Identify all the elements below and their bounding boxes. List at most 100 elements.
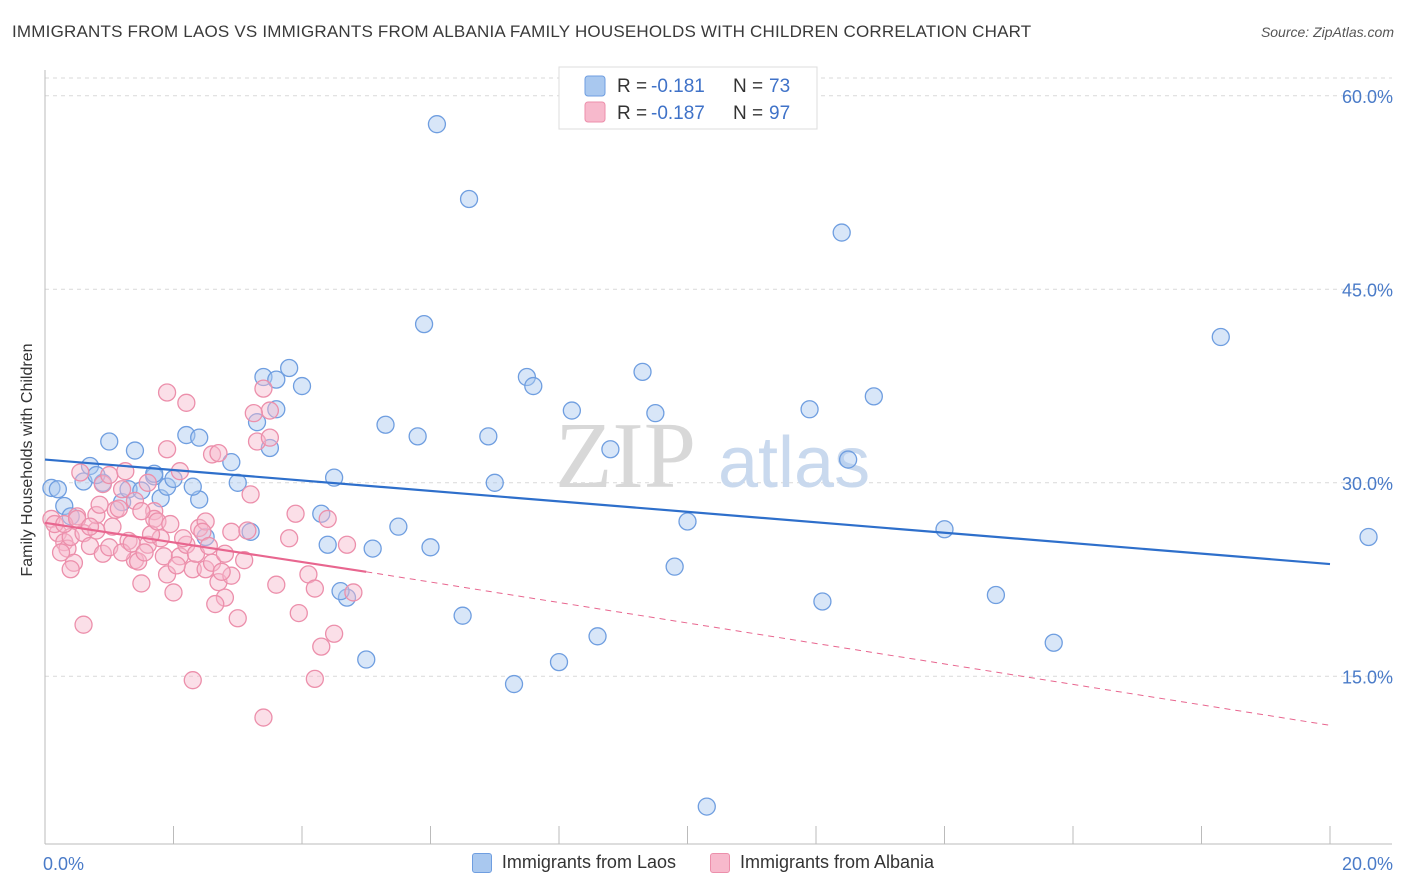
data-point <box>665 557 684 576</box>
data-point <box>363 539 382 558</box>
data-point <box>161 514 180 534</box>
data-point <box>93 474 112 494</box>
legend-n-label-laos: N = <box>733 76 763 97</box>
data-point <box>286 504 305 523</box>
trend-line-laos <box>44 458 1331 566</box>
data-point <box>479 427 498 446</box>
y-tick-label: 45.0% <box>1342 280 1393 300</box>
bottom-legend-swatch-laos <box>471 852 492 873</box>
data-point <box>633 362 652 382</box>
data-point <box>935 520 954 539</box>
data-point <box>215 588 235 607</box>
data-point <box>125 491 145 511</box>
data-point <box>279 358 299 378</box>
watermark: ZIP atlas <box>555 404 870 508</box>
y-tick-label: 60.0% <box>1342 87 1393 107</box>
data-point <box>305 579 325 598</box>
data-point <box>1211 327 1230 347</box>
data-point <box>100 465 119 485</box>
data-point <box>196 512 215 531</box>
x-tick-label: 20.0% <box>1342 854 1393 874</box>
data-point <box>222 522 241 541</box>
bottom-legend: Immigrants from Laos Immigrants from Alb… <box>0 852 1406 873</box>
data-point <box>524 376 543 396</box>
data-point <box>112 480 132 499</box>
data-point <box>832 223 851 242</box>
bottom-legend-item-albania: Immigrants from Albania <box>709 852 935 873</box>
data-point <box>1359 527 1378 547</box>
data-point <box>601 440 620 459</box>
data-point <box>279 529 299 548</box>
source-label: Source: ZipAtlas.com <box>1260 24 1394 40</box>
bottom-legend-label-albania: Immigrants from Albania <box>739 852 935 872</box>
data-point <box>90 495 109 514</box>
data-point <box>135 543 154 562</box>
data-point <box>678 512 697 531</box>
data-point <box>504 674 524 694</box>
data-point <box>414 314 434 334</box>
bottom-legend-label-laos: Immigrants from Laos <box>501 852 676 872</box>
data-point <box>74 615 93 634</box>
data-point <box>129 552 148 571</box>
legend-r-label-albania: R = <box>617 103 647 124</box>
data-point <box>421 538 440 557</box>
data-point <box>103 517 122 536</box>
data-point <box>132 502 151 521</box>
data-point <box>318 535 337 554</box>
data-point <box>517 367 537 387</box>
data-point <box>254 379 273 398</box>
trend-line-albania <box>44 521 367 573</box>
data-point <box>55 496 74 516</box>
data-point <box>549 652 569 672</box>
grid-lines <box>45 77 1392 677</box>
data-point <box>376 415 395 434</box>
data-point <box>357 650 376 669</box>
data-point <box>389 517 408 536</box>
data-point <box>408 427 427 446</box>
legend-r-value-laos: -0.181 <box>651 76 705 97</box>
y-tick-label: 15.0% <box>1342 667 1393 687</box>
data-point <box>157 383 177 402</box>
data-point <box>80 517 100 536</box>
top-legend: R = -0.181 N = 73 R = -0.187 N = 97 <box>558 66 818 130</box>
data-point <box>254 708 273 727</box>
data-point <box>183 671 202 690</box>
data-point <box>485 473 504 492</box>
data-point <box>61 560 80 579</box>
data-point <box>1044 633 1063 652</box>
chart-title: IMMIGRANTS FROM LAOS VS IMMIGRANTS FROM … <box>12 22 1032 41</box>
bottom-legend-item-laos: Immigrants from Laos <box>471 852 676 873</box>
x-tick-label: 0.0% <box>43 854 84 874</box>
data-point <box>167 556 186 575</box>
data-point <box>190 428 209 447</box>
data-point <box>212 562 231 581</box>
data-point <box>453 606 472 625</box>
legend-n-label-albania: N = <box>733 103 763 124</box>
legend-n-value-albania: 97 <box>769 103 790 124</box>
data-point <box>125 441 145 460</box>
data-point <box>588 627 607 646</box>
data-point <box>813 592 832 611</box>
legend-r-label-laos: R = <box>617 76 647 97</box>
data-point <box>71 463 90 482</box>
data-point <box>337 535 357 554</box>
data-point <box>697 797 716 816</box>
data-point <box>562 401 581 420</box>
data-point <box>215 544 235 563</box>
data-point <box>267 370 286 389</box>
trend-lines <box>44 458 1331 726</box>
data-point <box>164 583 183 602</box>
data-point <box>292 376 312 396</box>
data-point <box>145 502 164 521</box>
data-point <box>222 453 241 472</box>
data-point <box>241 485 260 504</box>
data-point <box>132 574 151 593</box>
data-point <box>312 637 331 656</box>
data-point <box>267 400 286 419</box>
data-point <box>51 543 71 562</box>
watermark-zip: ZIP <box>555 404 696 508</box>
data-point <box>209 443 228 463</box>
data-point <box>87 505 106 525</box>
data-point <box>267 575 286 594</box>
